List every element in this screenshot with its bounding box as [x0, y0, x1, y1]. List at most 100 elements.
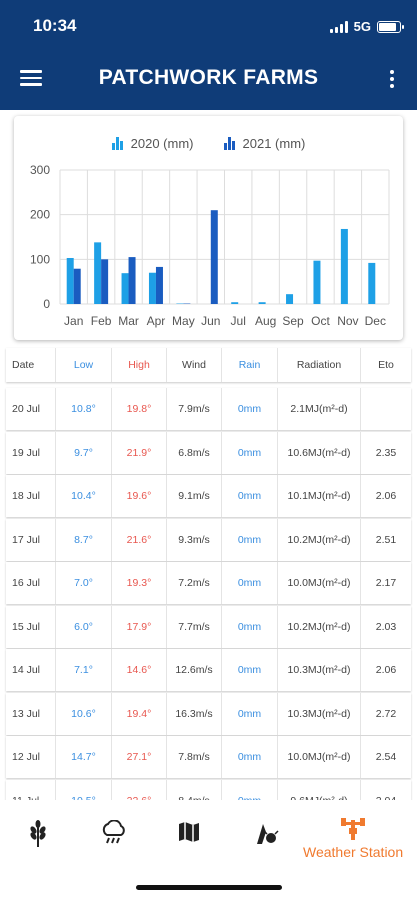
col-header-wind: Wind [167, 348, 222, 382]
table-row[interactable]: 16 Jul 7.0° 19.3° 7.2m/s 0mm 10.0MJ(m²-d… [6, 562, 411, 604]
signal-bars-icon [329, 20, 348, 33]
hamburger-menu-icon[interactable] [20, 70, 42, 86]
table-row[interactable]: 18 Jul 10.4° 19.6° 9.1m/s 0mm 10.1MJ(m²-… [6, 475, 411, 517]
status-indicators: 5G [329, 19, 404, 34]
table-header-row: Date Low High Wind Rain Radiation Eto [6, 348, 411, 382]
nav-item-map[interactable] [177, 820, 201, 844]
table-row[interactable]: 12 Jul 14.7° 27.1° 7.8m/s 0mm 10.0MJ(m²-… [6, 736, 411, 778]
rain-cloud-icon [102, 820, 125, 844]
cell-date: 18 Jul [6, 475, 56, 517]
cell-low: 9.7° [56, 431, 112, 474]
cell-high: 17.9° [112, 605, 167, 648]
cell-wind: 7.8m/s [167, 736, 222, 778]
cell-wind: 7.7m/s [167, 605, 222, 648]
home-indicator [136, 885, 282, 890]
chart-bar-2020-aug [258, 302, 266, 304]
x-tick-label: Jun [201, 314, 220, 328]
rainfall-bar-chart: 0 100 200 300 Jan Feb Mar Apr May Jun Jul Aug Sep Oct… [30, 163, 390, 328]
x-tick-label: Feb [91, 314, 112, 328]
legend-label-2021: 2021 (mm) [242, 136, 306, 151]
cell-low: 7.1° [56, 649, 112, 691]
col-header-low: Low [56, 348, 112, 382]
chart-bar-2021-mar [128, 257, 136, 304]
cell-wind: 16.3m/s [167, 692, 222, 735]
cell-wind: 6.8m/s [167, 431, 222, 474]
cell-radiation: 10.3MJ(m²-d) [278, 692, 361, 735]
cell-radiation: 10.0MJ(m²-d) [278, 562, 361, 604]
cell-rain: 0mm [222, 562, 278, 604]
map-icon [179, 822, 199, 842]
legend-item-2020[interactable]: 2020 (mm) [111, 136, 194, 151]
table-row[interactable]: 19 Jul 9.7° 21.9° 6.8m/s 0mm 10.6MJ(m²-d… [6, 431, 411, 474]
chart-bar-2020-nov [340, 228, 348, 304]
x-tick-label: Jan [64, 314, 83, 328]
cell-high: 21.6° [112, 518, 167, 561]
x-tick-label: Jul [231, 314, 246, 328]
nav-item-crops[interactable] [26, 820, 50, 848]
cell-low: 10.8° [56, 388, 112, 430]
cell-wind: 9.3m/s [167, 518, 222, 561]
cell-low: 10.4° [56, 475, 112, 517]
table-row[interactable]: 15 Jul 6.0° 17.9° 7.7m/s 0mm 10.2MJ(m²-d… [6, 605, 411, 648]
bottom-nav: Weather Station [0, 800, 417, 900]
cell-radiation: 10.3MJ(m²-d) [278, 649, 361, 691]
table-row[interactable]: 17 Jul 8.7° 21.6° 9.3m/s 0mm 10.2MJ(m²-d… [6, 518, 411, 561]
weather-station-icon [341, 818, 366, 840]
cell-date: 15 Jul [6, 605, 56, 648]
chart-bar-2020-apr [148, 272, 156, 304]
y-tick-label: 300 [30, 163, 50, 177]
legend-item-2021[interactable]: 2021 (mm) [223, 136, 306, 151]
chart-bar-2020-dec [368, 262, 376, 304]
cell-eto: 2.35 [375, 446, 397, 459]
chart-bar-2021-apr [155, 266, 163, 304]
chart-bar-2021-feb [101, 259, 109, 304]
cell-low: 6.0° [56, 605, 112, 648]
chart-bar-2020-jul [231, 302, 239, 304]
cell-high: 21.9° [112, 431, 167, 474]
cell-date: 13 Jul [6, 692, 56, 735]
table-row[interactable]: 13 Jul 10.6° 19.4° 16.3m/s 0mm 10.3MJ(m²… [6, 692, 411, 735]
cell-date: 16 Jul [6, 562, 56, 604]
chart-legend: 2020 (mm) 2021 (mm) [14, 136, 403, 151]
cell-low: 8.7° [56, 518, 112, 561]
wheat-icon [30, 820, 46, 847]
more-vertical-icon[interactable] [389, 70, 395, 88]
cell-eto: 2.03 [375, 620, 397, 633]
cell-rain: 0mm [222, 518, 278, 561]
cell-eto [361, 388, 411, 430]
chart-bar-2021-jun [210, 210, 218, 304]
nav-item-weather[interactable] [100, 820, 128, 846]
chart-bar-2020-jan [66, 257, 74, 304]
col-header-high: High [112, 348, 167, 382]
nav-item-pests[interactable] [253, 820, 279, 846]
cell-wind: 12.6m/s [167, 649, 222, 691]
chart-bar-2020-feb [94, 242, 102, 304]
cell-low: 7.0° [56, 562, 112, 604]
y-tick-label: 0 [43, 297, 50, 311]
cell-low: 10.6° [56, 692, 112, 735]
nav-item-weather-station[interactable]: Weather Station [303, 816, 403, 860]
cell-date: 12 Jul [6, 736, 56, 778]
cell-date: 14 Jul [6, 649, 56, 691]
x-tick-label: Aug [255, 314, 276, 328]
cell-rain: 0mm [222, 388, 278, 430]
cell-rain: 0mm [222, 605, 278, 648]
table-row[interactable]: 20 Jul 10.8° 19.8° 7.9m/s 0mm 2.1MJ(m²-d… [6, 388, 411, 430]
bar-chart-icon [111, 137, 123, 150]
cell-radiation: 10.1MJ(m²-d) [278, 475, 361, 517]
cell-rain: 0mm [222, 649, 278, 691]
battery-icon [377, 20, 404, 33]
col-header-date: Date [6, 348, 56, 382]
weather-table: Date Low High Wind Rain Radiation Eto 20… [6, 348, 411, 823]
cell-wind: 9.1m/s [167, 475, 222, 517]
y-tick-label: 100 [30, 252, 50, 266]
cell-rain: 0mm [222, 692, 278, 735]
chart-bar-2021-jan [73, 268, 81, 304]
cell-rain: 0mm [222, 431, 278, 474]
y-tick-label: 200 [30, 208, 50, 222]
chart-bar-2020-oct [313, 260, 321, 304]
chart-bar-2020-sep [286, 294, 294, 304]
table-row[interactable]: 14 Jul 7.1° 14.6° 12.6m/s 0mm 10.3MJ(m²-… [6, 649, 411, 691]
cell-eto: 2.06 [375, 664, 397, 676]
x-tick-label: Sep [282, 314, 304, 328]
